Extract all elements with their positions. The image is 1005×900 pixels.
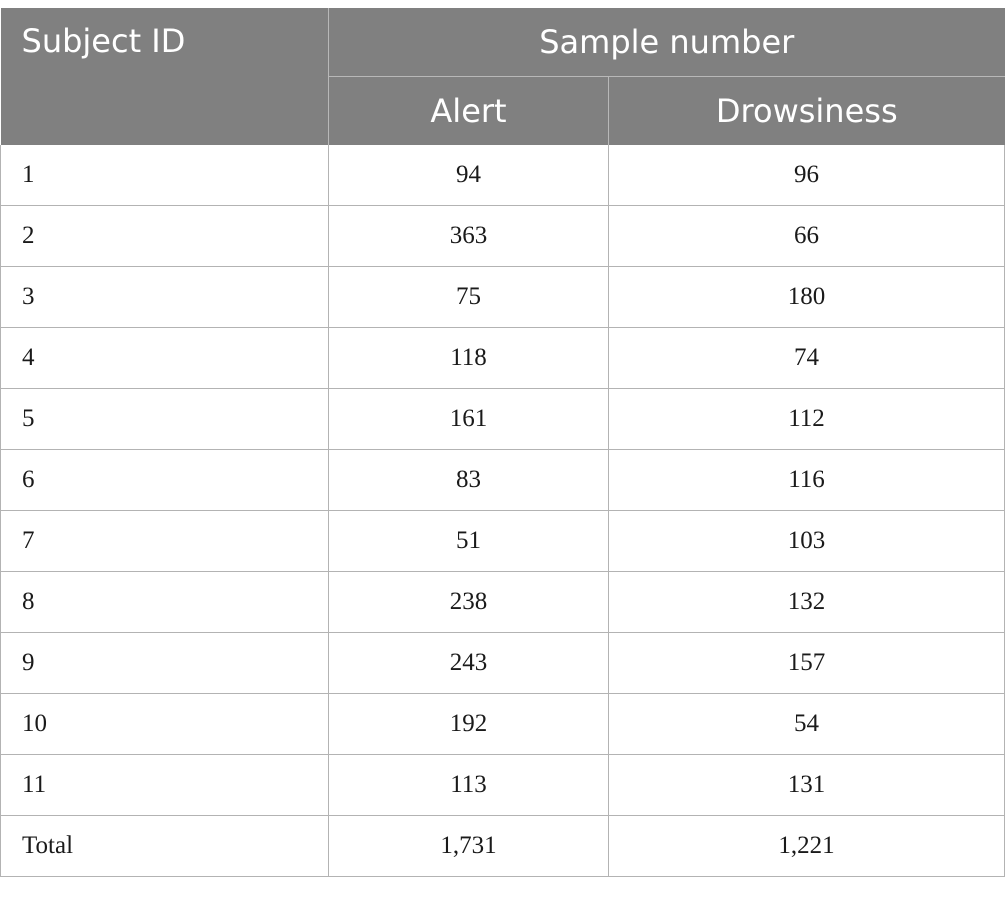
subject-id-header: Subject ID	[0, 8, 329, 145]
subject-id-cell: 8	[0, 571, 329, 633]
alert-cell: 1,731	[328, 815, 609, 877]
table-row: 4 118 74	[0, 327, 1005, 389]
header-row-sub: Alert Drowsiness	[1, 76, 1005, 145]
table-row: 9 243 157	[0, 632, 1005, 694]
alert-cell: 243	[328, 632, 609, 694]
subject-id-cell: 4	[0, 327, 329, 389]
alert-header: Alert	[328, 76, 609, 145]
table-row: 7 51 103	[0, 510, 1005, 572]
drowsiness-cell: 112	[608, 388, 1005, 450]
drowsiness-cell: 74	[608, 327, 1005, 389]
table-body: 1 94 96 2 363 66 3 75 180 4 118 74 5 161 112 6 83 116 7 51 1…	[0, 145, 1005, 877]
drowsiness-cell: 54	[608, 693, 1005, 755]
header-row-top: Subject ID Sample number	[0, 8, 1005, 145]
subject-id-cell: 2	[0, 205, 329, 267]
drowsiness-cell: 66	[608, 205, 1005, 267]
subject-id-cell: 9	[0, 632, 329, 694]
alert-cell: 51	[328, 510, 609, 572]
drowsiness-cell: 116	[608, 449, 1005, 511]
alert-cell: 192	[328, 693, 609, 755]
drowsiness-cell: 103	[608, 510, 1005, 572]
subject-id-cell: 11	[0, 754, 329, 816]
table-row: 11 113 131	[0, 754, 1005, 816]
table-row: 8 238 132	[0, 571, 1005, 633]
subject-id-cell: Total	[0, 815, 329, 877]
drowsiness-cell: 131	[608, 754, 1005, 816]
table-row: 3 75 180	[0, 266, 1005, 328]
subject-id-cell: 1	[0, 145, 329, 206]
table-header: Subject ID Sample number Alert Drowsines…	[0, 8, 1005, 145]
subject-id-cell: 3	[0, 266, 329, 328]
subject-id-cell: 10	[0, 693, 329, 755]
subject-id-cell: 6	[0, 449, 329, 511]
alert-cell: 113	[328, 754, 609, 816]
drowsiness-cell: 157	[608, 632, 1005, 694]
subject-id-cell: 5	[0, 388, 329, 450]
table-row: 10 192 54	[0, 693, 1005, 755]
table-row: 6 83 116	[0, 449, 1005, 511]
table-row: 2 363 66	[0, 205, 1005, 267]
alert-cell: 83	[328, 449, 609, 511]
total-row: Total 1,731 1,221	[0, 815, 1005, 877]
sample-number-header: Sample number	[328, 8, 1005, 77]
alert-cell: 363	[328, 205, 609, 267]
alert-cell: 94	[328, 145, 609, 206]
table-row: 1 94 96	[0, 145, 1005, 206]
drowsiness-cell: 180	[608, 266, 1005, 328]
alert-cell: 161	[328, 388, 609, 450]
alert-cell: 118	[328, 327, 609, 389]
alert-cell: 238	[328, 571, 609, 633]
sample-count-table: Subject ID Sample number Alert Drowsines…	[0, 8, 1005, 877]
drowsiness-cell: 132	[608, 571, 1005, 633]
alert-cell: 75	[328, 266, 609, 328]
drowsiness-header: Drowsiness	[608, 76, 1005, 145]
subject-id-cell: 7	[0, 510, 329, 572]
drowsiness-cell: 1,221	[608, 815, 1005, 877]
drowsiness-cell: 96	[608, 145, 1005, 206]
table-row: 5 161 112	[0, 388, 1005, 450]
